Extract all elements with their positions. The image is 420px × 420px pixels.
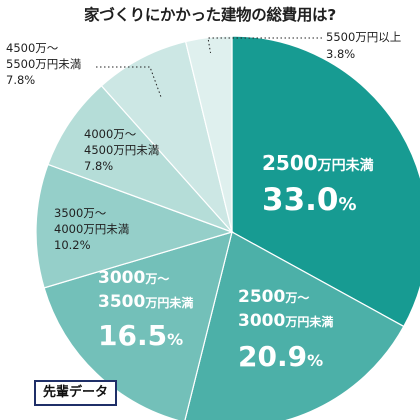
slice-label: 2500万円未満	[262, 151, 374, 175]
slice-value: 33.0%	[262, 182, 357, 218]
pie-slice	[184, 35, 233, 233]
slice-label: 5500万円以上	[326, 30, 401, 44]
slice-label: 3000万円未満	[238, 311, 333, 331]
slice-value: 20.9%	[238, 340, 323, 373]
pie-slice	[35, 163, 234, 289]
slice-value: 7.8%	[6, 73, 35, 87]
slice-label: 4000万～	[84, 127, 137, 141]
pie-slice	[43, 231, 233, 420]
slice-label: 3000万～	[98, 268, 169, 288]
chart-title: 家づくりにかかった建物の総費用は?	[84, 6, 336, 24]
slice-label: 4000万円未満	[54, 222, 129, 236]
slice-label: 3500万円未満	[98, 292, 193, 312]
slice-value: 7.8%	[84, 159, 113, 173]
slice-label: 5500万円未満	[6, 57, 81, 71]
leader-line	[207, 37, 322, 54]
pie-slice	[47, 84, 233, 233]
pie-slice	[184, 231, 405, 420]
slice-value: 16.5%	[98, 319, 183, 352]
slice-label: 4500万～	[6, 41, 59, 55]
slice-value: 10.2%	[54, 238, 91, 252]
pie-slice	[100, 40, 233, 233]
slice-label: 2500万～	[238, 287, 309, 307]
source-badge: 先輩データ	[34, 380, 118, 406]
pie-slice	[231, 35, 420, 328]
slice-label: 4500万円未満	[84, 143, 159, 157]
slice-label: 3500万～	[54, 206, 107, 220]
slice-value: 3.8%	[326, 47, 355, 61]
